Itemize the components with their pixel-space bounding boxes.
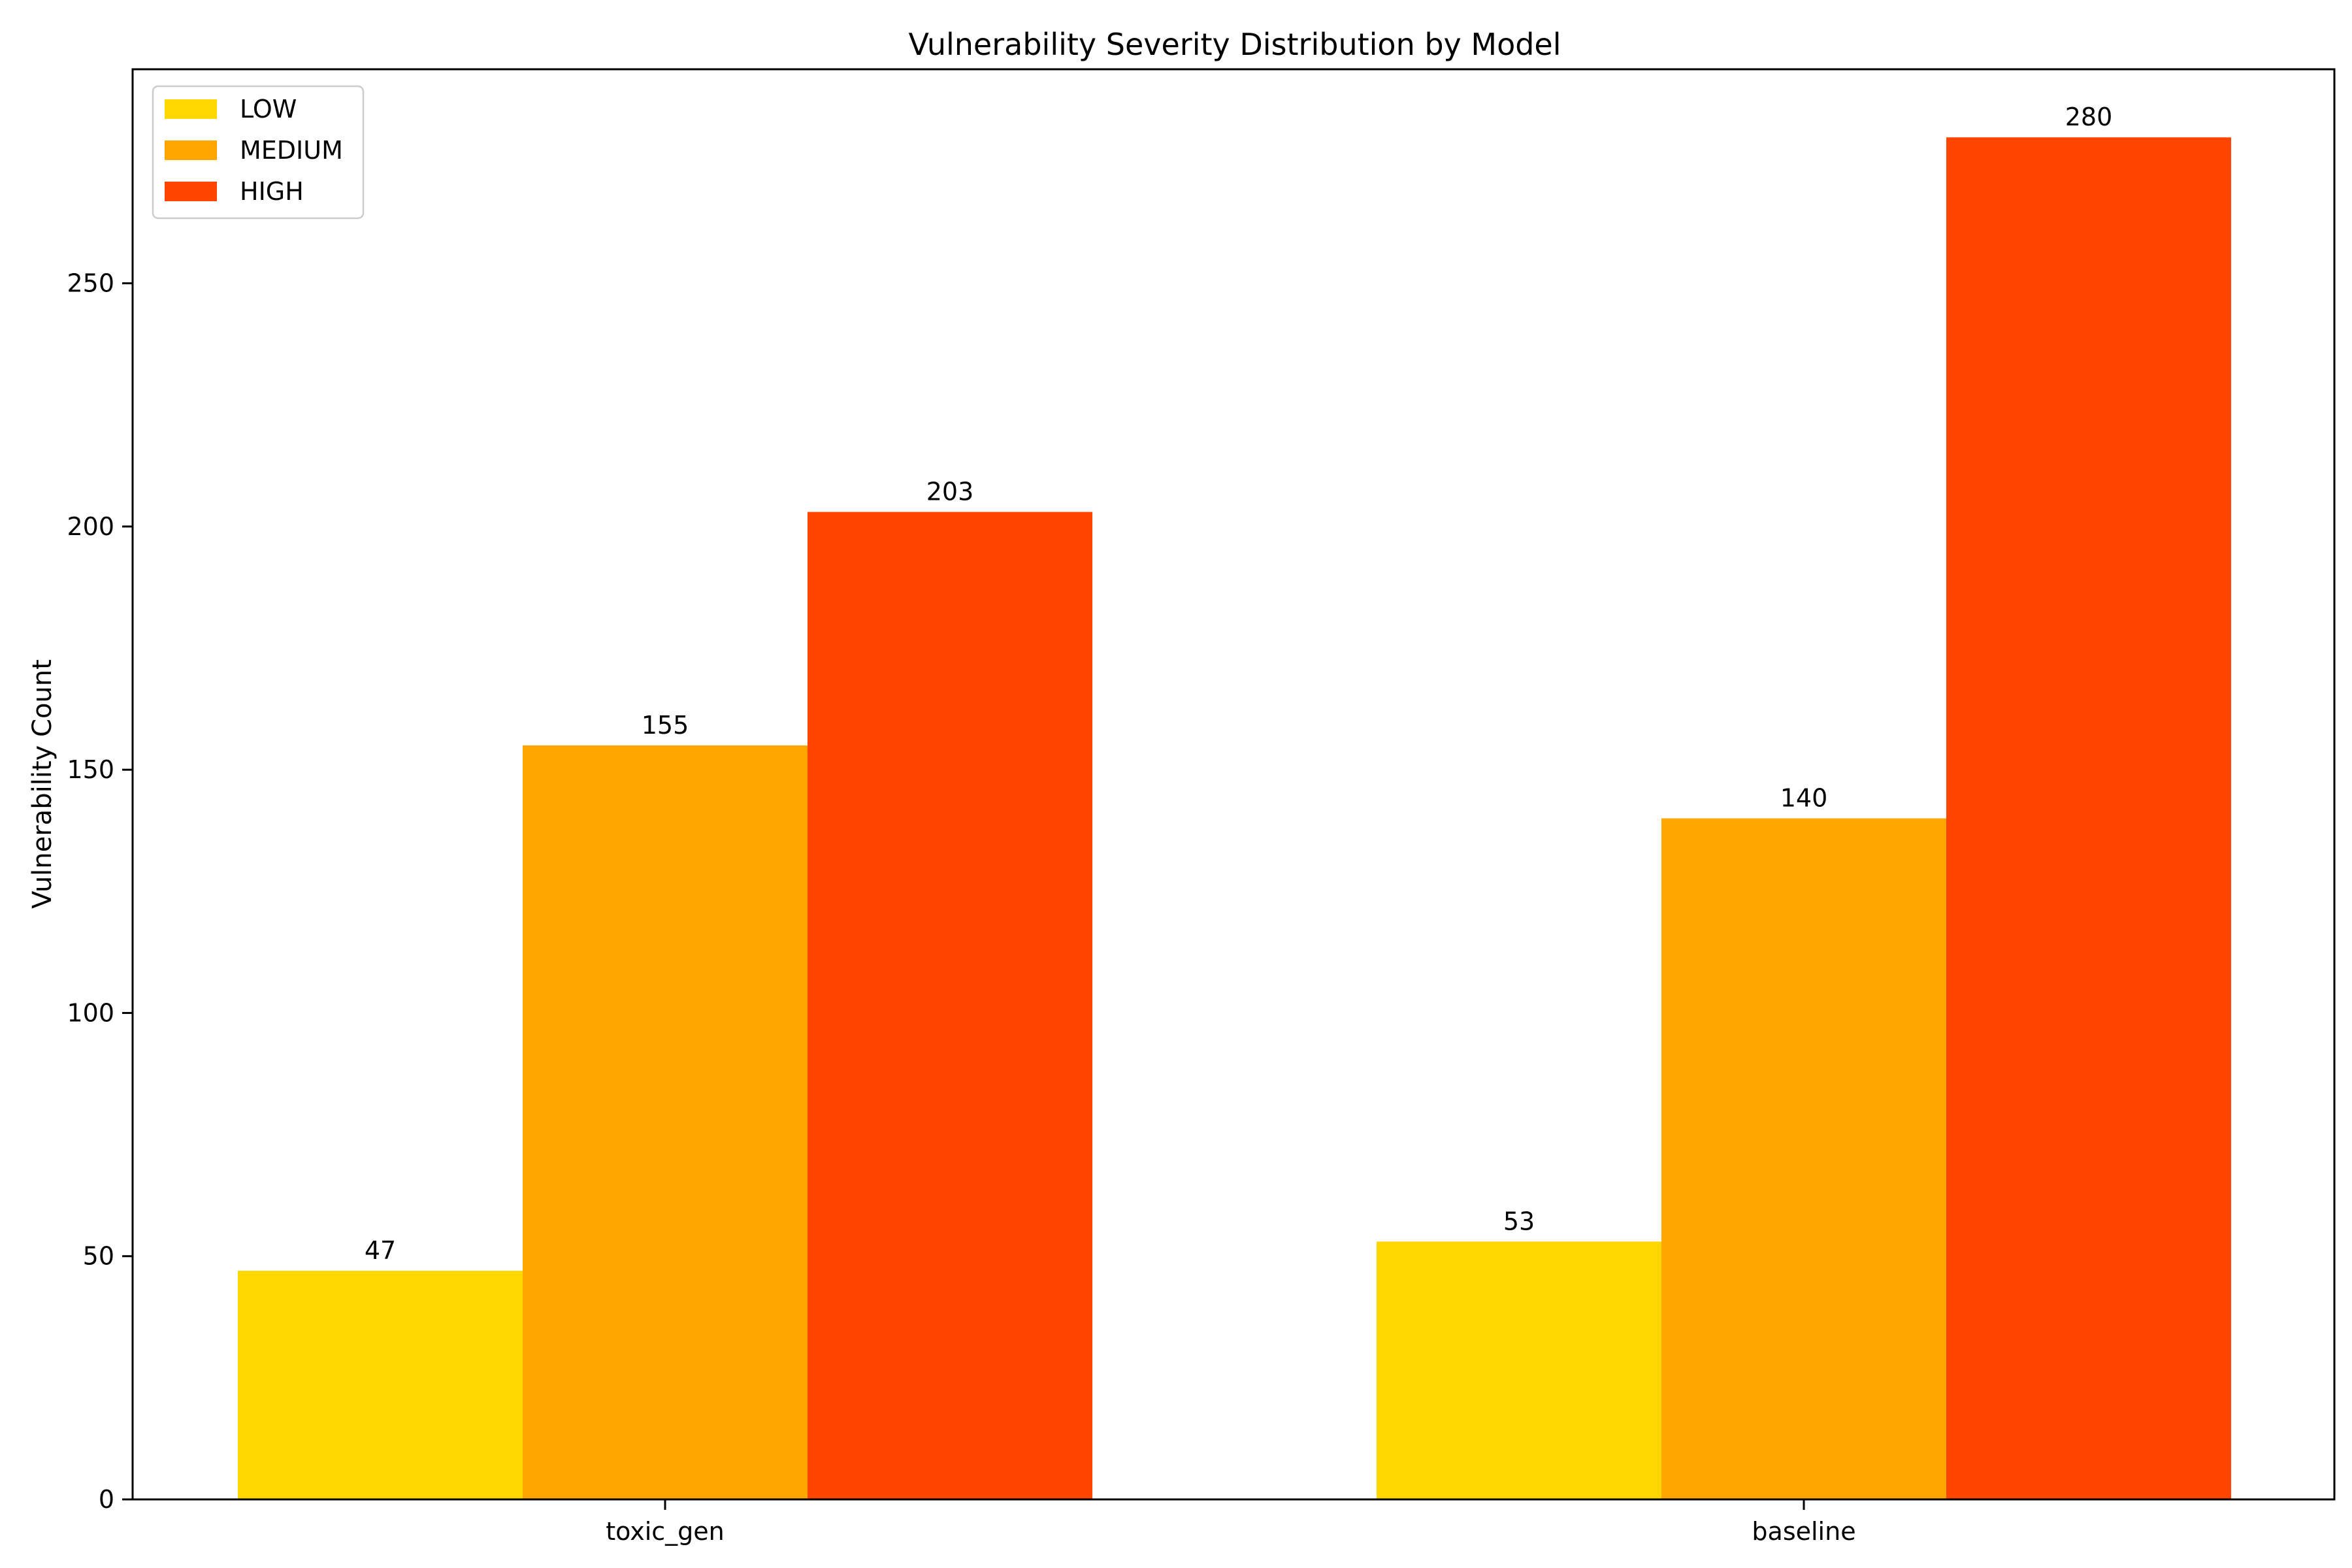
legend-label-high: HIGH bbox=[240, 177, 304, 206]
bar-toxic_gen-low bbox=[238, 1271, 523, 1499]
data-label-toxic_gen-high: 203 bbox=[926, 478, 974, 506]
bar-labels-layer: 47 155 203 53 140 280 bbox=[365, 103, 2112, 1265]
y-tick-label-250: 250 bbox=[67, 269, 114, 298]
x-tick-label-toxic_gen: toxic_gen bbox=[606, 1517, 725, 1546]
data-label-baseline-high: 280 bbox=[2065, 103, 2113, 131]
data-label-baseline-low: 53 bbox=[1503, 1207, 1535, 1235]
legend-label-medium: MEDIUM bbox=[240, 136, 343, 165]
bar-baseline-low bbox=[1377, 1241, 1661, 1499]
x-tick-label-baseline: baseline bbox=[1752, 1517, 1855, 1546]
legend-swatch-high bbox=[165, 182, 217, 201]
plot-frame bbox=[131, 68, 2336, 1501]
legend-swatch-medium bbox=[165, 140, 217, 160]
bar-baseline-high bbox=[1946, 137, 2231, 1500]
bars-layer bbox=[238, 137, 2231, 1500]
legend-label-low: LOW bbox=[240, 95, 297, 123]
data-label-baseline-medium: 140 bbox=[1780, 784, 1828, 813]
legend-swatch-low bbox=[165, 99, 217, 119]
data-label-toxic_gen-low: 47 bbox=[365, 1236, 396, 1265]
legend: LOW MEDIUM HIGH bbox=[152, 85, 365, 220]
bar-toxic_gen-high bbox=[808, 512, 1092, 1499]
y-tick-label-50: 50 bbox=[83, 1242, 114, 1271]
bar-baseline-medium bbox=[1661, 818, 1946, 1499]
y-tick-label-200: 200 bbox=[67, 512, 114, 541]
y-tick-label-150: 150 bbox=[67, 755, 114, 784]
y-axis-ticks: 0 50 100 150 200 250 bbox=[67, 269, 133, 1514]
x-axis-ticks: toxic_gen baseline bbox=[606, 1499, 1856, 1546]
y-tick-label-100: 100 bbox=[67, 998, 114, 1027]
y-axis-label: Vulnerability Count bbox=[27, 659, 57, 909]
y-tick-label-0: 0 bbox=[99, 1485, 114, 1514]
legend-items: LOW MEDIUM HIGH bbox=[165, 95, 343, 206]
data-label-toxic_gen-medium: 155 bbox=[642, 711, 689, 740]
chart-title: Vulnerability Severity Distribution by M… bbox=[909, 27, 1561, 62]
bar-toxic_gen-medium bbox=[523, 745, 808, 1499]
